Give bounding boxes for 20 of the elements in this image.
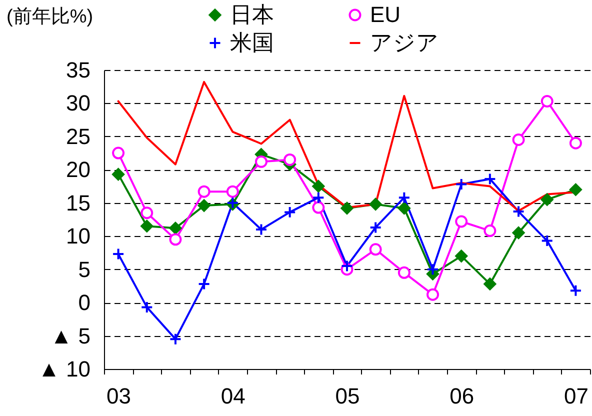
y-tick-label: ▲ 5 xyxy=(50,323,90,348)
y-tick-label: 5 xyxy=(78,256,90,282)
x-tick-label: 06 xyxy=(450,384,474,408)
y-tick-label: 35 xyxy=(66,58,90,82)
x-tick-label: 03 xyxy=(106,384,132,408)
legend-label: 日本 xyxy=(230,2,274,27)
x-tick-label: 04 xyxy=(220,384,246,408)
y-axis-title: (前年比%) xyxy=(6,6,94,28)
y-tick-label: 20 xyxy=(66,157,90,182)
y-tick-label: 10 xyxy=(66,224,90,249)
legend-label: EU xyxy=(370,2,401,27)
y-tick-label: 0 xyxy=(78,290,90,316)
legend-label: 米国 xyxy=(230,30,274,55)
y-tick-label: 15 xyxy=(66,190,90,216)
y-tick-label: ▲ 10 xyxy=(38,356,90,382)
x-tick-label: 07 xyxy=(564,384,588,408)
legend-label: アジア xyxy=(370,30,439,55)
y-tick-label: 25 xyxy=(66,124,90,149)
x-tick-label: 05 xyxy=(335,384,360,408)
y-tick-label: 30 xyxy=(66,90,90,116)
